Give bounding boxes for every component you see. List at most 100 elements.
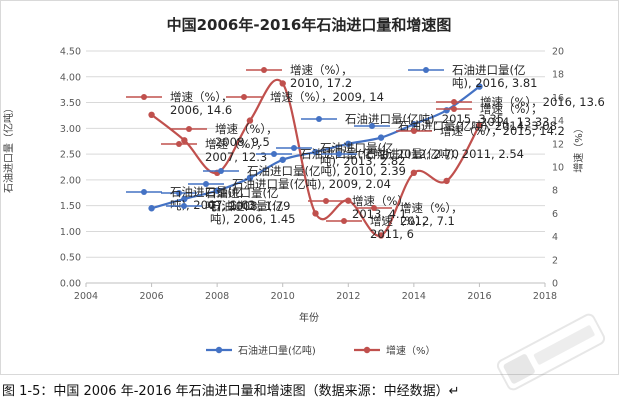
data-label: 吨), 2007, 1.63 <box>170 198 255 212</box>
data-label: 2008, 9.5 <box>215 135 270 149</box>
data-point <box>410 169 418 176</box>
x-tick-label: 2008 <box>205 291 229 302</box>
data-label-marker <box>369 123 375 129</box>
data-label-marker <box>218 168 224 174</box>
data-label: 增速（%）， <box>400 201 463 215</box>
y-tick-label: 3.00 <box>60 124 81 135</box>
data-label: 吨), 2013, 2.82 <box>320 154 405 168</box>
data-point <box>279 156 286 163</box>
data-label-marker <box>451 99 457 105</box>
axes: 0.00 0.50 1.00 1.50 2.00 2.50 3.00 3.50 4.00 4.50… <box>60 47 564 303</box>
data-point <box>345 197 352 204</box>
data-label: 2012, 7.1 <box>400 214 455 228</box>
data-label: 2010, 17.2 <box>290 76 352 90</box>
data-label: 增速（%），2016, 13.6 <box>480 95 605 109</box>
y2-tick-label: 6 <box>552 209 558 220</box>
data-point <box>279 80 286 87</box>
data-label-marker <box>186 126 192 132</box>
data-point <box>246 117 254 124</box>
y2-axis-title: 增速（%） <box>572 123 585 173</box>
chart-title: 中国2006年-2016年石油进口量和增速图 <box>167 16 452 34</box>
y2-tick-label: 10 <box>552 163 564 174</box>
y-axis-title: 石油进口量（亿吨） <box>2 103 15 193</box>
legend-swatch-marker <box>215 346 223 354</box>
data-label-marker <box>341 218 347 224</box>
x-tick-label: 2006 <box>139 291 163 302</box>
series-layer <box>148 79 483 239</box>
y2-tick-label: 12 <box>552 139 564 150</box>
data-label: 石油进口量(亿吨), 2009, 2.04 <box>232 177 391 191</box>
data-label: 石油进口量(亿吨), 2015, 3.35 <box>345 112 504 126</box>
data-label-marker <box>411 128 417 134</box>
x-tick-label: 2004 <box>74 291 98 302</box>
data-label-marker <box>176 190 182 196</box>
data-label-marker <box>176 141 182 147</box>
y-tick-label: 0.50 <box>60 253 81 264</box>
y-tick-label: 4.50 <box>60 47 81 58</box>
data-point <box>246 174 254 182</box>
y-tick-label: 1.50 <box>60 201 81 212</box>
legend: 石油进口量(亿吨) 增速（%） <box>206 344 436 357</box>
y2-tick-label: 2 <box>552 255 558 266</box>
data-label: 石油进口量(亿 <box>170 185 244 199</box>
data-point <box>476 83 483 90</box>
data-label-marker <box>291 145 297 151</box>
y2-tick-label: 20 <box>552 47 564 58</box>
data-label: 2011, 6 <box>370 227 414 241</box>
data-label-marker <box>323 198 329 204</box>
y-tick-label: 1.00 <box>60 227 81 238</box>
legend-swatch-marker <box>363 346 371 354</box>
data-label: 吨), 2006, 1.45 <box>210 212 295 226</box>
y2-tick-label: 18 <box>552 70 564 81</box>
y-tick-label: 0.00 <box>60 279 81 290</box>
data-label: 石油进口量(亿 <box>205 186 279 200</box>
data-label: 吨), 2016, 3.81 <box>452 76 537 90</box>
series-line-2 <box>150 79 481 237</box>
data-point <box>312 148 319 156</box>
data-point <box>181 137 188 144</box>
data-label: 增速（%）， <box>290 63 353 77</box>
data-label: 石油进口量(亿吨), 2012, 2.70 <box>300 147 459 161</box>
data-label-marker <box>271 151 277 157</box>
data-point <box>312 210 319 217</box>
data-label: 石油进口量(亿 <box>210 199 284 213</box>
data-label: 吨), 2008, 1.79 <box>205 199 290 213</box>
data-point <box>148 205 155 212</box>
y2-tick-label: 14 <box>552 116 564 127</box>
data-label-marker <box>451 106 457 112</box>
x-tick-label: 2018 <box>533 291 557 302</box>
y2-tick-label: 0 <box>552 279 558 290</box>
data-label: 增速（%）， <box>352 194 415 208</box>
data-label-marker <box>371 205 377 211</box>
x-tick-label: 2012 <box>336 291 360 302</box>
data-label: 增速（%）， <box>480 102 543 116</box>
data-label: 石油进口量(亿吨), 2010, 2.39 <box>247 164 406 178</box>
data-label: 增速（%），2015, 14.2 <box>440 124 565 138</box>
y2-tick-label: 16 <box>552 93 564 104</box>
data-label: 增速（%），2009, 14 <box>270 90 384 104</box>
data-label-marker <box>203 181 209 187</box>
y2-tick-label: 8 <box>552 186 558 197</box>
data-point <box>410 121 418 128</box>
figure-caption: 图 1-5：中国 2006 年-2016 年石油进口量和增速图（数据来源：中经数… <box>2 384 460 399</box>
chart-frame <box>0 0 619 375</box>
data-label-marker <box>241 94 247 100</box>
y-tick-label: 3.50 <box>60 98 81 109</box>
y-tick-label: 4.00 <box>60 72 81 83</box>
data-label-marker <box>423 67 429 73</box>
watermark-logo <box>496 313 606 391</box>
data-label: 石油进口量(亿吨), 2011, 2.54 <box>365 147 524 161</box>
data-label-marker <box>336 151 342 157</box>
x-axis-title: 年份 <box>299 311 319 324</box>
data-label: 2007, 12.3 <box>205 150 267 164</box>
data-point <box>377 232 385 239</box>
data-label: 2006, 14.6 <box>170 103 232 117</box>
y-tick-label: 2.00 <box>60 175 81 186</box>
data-label: 石油进口量(亿 <box>452 63 526 77</box>
data-point <box>213 187 221 194</box>
data-label: 增速（%）， <box>370 214 433 228</box>
data-label-marker <box>141 94 147 100</box>
data-label-marker <box>181 203 187 209</box>
